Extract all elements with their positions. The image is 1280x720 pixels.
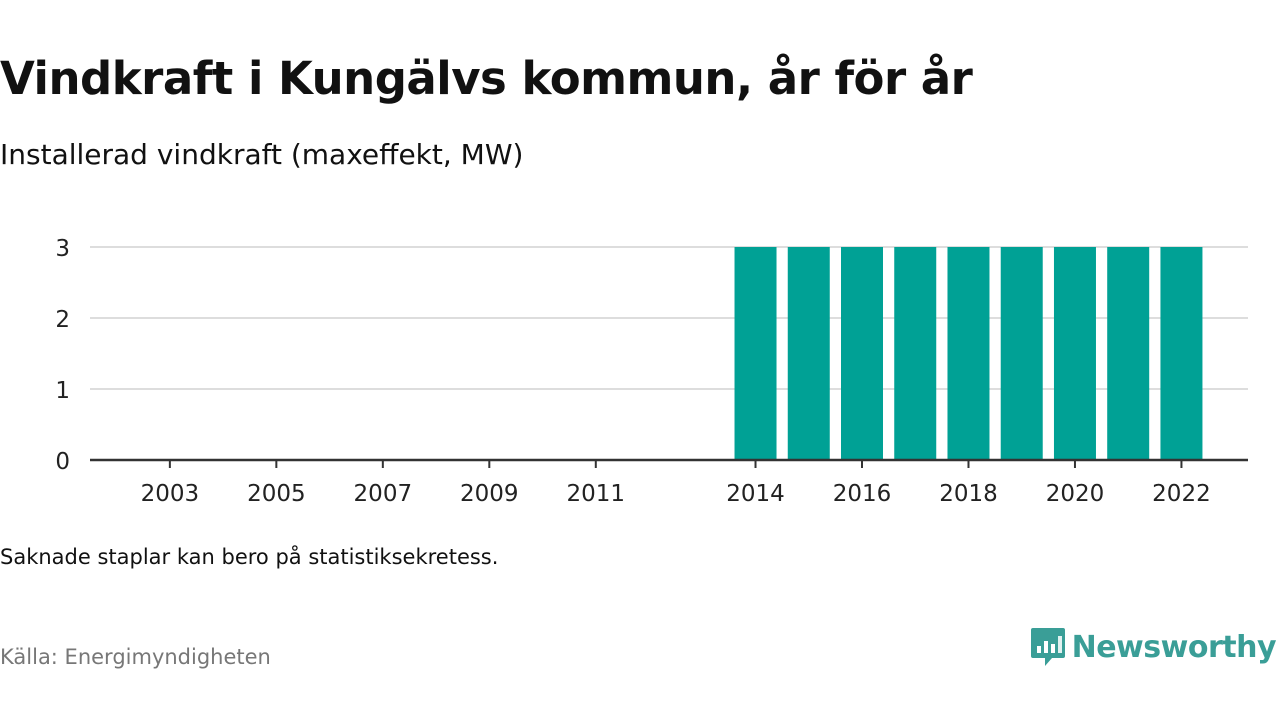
bar — [1107, 247, 1150, 460]
bar-chart: 0 1 2 3 2003 2005 2007 2009 2011 2014 2016 2018 202… — [55, 236, 1248, 507]
x-axis: 2003 2005 2007 2009 2011 2014 2016 2018 2020 2022 — [90, 458, 1248, 507]
y-tick-label: 0 — [55, 449, 70, 475]
x-tick-label: 2011 — [567, 481, 626, 507]
y-tick-label: 1 — [55, 378, 70, 404]
brand-logo: Newsworthy — [1030, 626, 1277, 668]
x-tick-label: 2014 — [726, 481, 785, 507]
x-tick-label: 2009 — [460, 481, 519, 507]
bar — [894, 247, 937, 460]
x-tick-label: 2003 — [141, 481, 200, 507]
y-tick-labels: 0 1 2 3 — [55, 236, 70, 475]
bar — [1160, 247, 1203, 460]
bar — [787, 247, 830, 460]
bar — [947, 247, 990, 460]
bar — [734, 247, 777, 460]
newsworthy-logo-icon — [1030, 628, 1065, 666]
x-tick-label: 2005 — [247, 481, 306, 507]
chart-subtitle: Installerad vindkraft (maxeffekt, MW) — [0, 138, 524, 171]
chart-title: Vindkraft i Kungälvs kommun, år för år — [0, 52, 973, 105]
bar — [1000, 247, 1043, 460]
x-tick-label: 2020 — [1046, 481, 1105, 507]
y-tick-label: 2 — [55, 307, 70, 333]
bars — [734, 247, 1203, 460]
y-tick-label: 3 — [55, 236, 70, 262]
brand-name: Newsworthy — [1071, 629, 1277, 665]
source-credit: Källa: Energimyndigheten — [0, 645, 271, 669]
x-tick-label: 2016 — [833, 481, 892, 507]
x-tick-label: 2018 — [939, 481, 998, 507]
x-tick-label: 2007 — [354, 481, 413, 507]
bar — [841, 247, 883, 460]
footnote: Saknade staplar kan bero på statistiksek… — [0, 545, 499, 569]
x-tick-label: 2022 — [1152, 481, 1211, 507]
bar — [1053, 247, 1096, 460]
